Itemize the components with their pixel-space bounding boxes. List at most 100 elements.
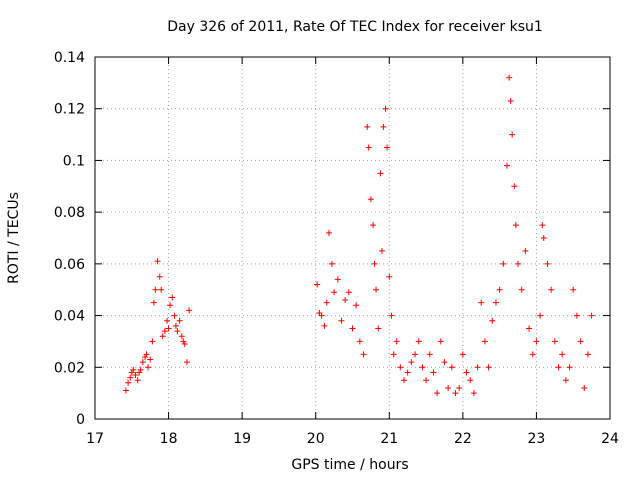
data-point: [445, 384, 452, 391]
data-point: [573, 312, 580, 319]
data-point: [373, 286, 380, 293]
data-point: [125, 379, 132, 386]
x-tick-label: 24: [601, 431, 619, 447]
data-point: [353, 302, 360, 309]
data-point: [164, 317, 171, 324]
plot-frame: [94, 56, 611, 420]
data-point: [441, 359, 448, 366]
data-point: [448, 364, 455, 371]
data-point: [548, 286, 555, 293]
data-point: [180, 338, 187, 345]
data-point: [544, 260, 551, 267]
y-tick-label: 0.1: [63, 153, 85, 169]
data-point: [364, 123, 371, 130]
data-point: [512, 222, 519, 229]
data-point: [172, 322, 179, 329]
data-point: [388, 312, 395, 319]
y-tick-label: 0.06: [54, 257, 85, 273]
x-tick-label: 18: [160, 431, 178, 447]
data-point: [463, 369, 470, 376]
x-tick-label: 17: [86, 431, 104, 447]
data-point: [522, 247, 529, 254]
chart-title: Day 326 of 2011, Rate Of TEC Index for r…: [167, 19, 543, 35]
data-point: [158, 286, 165, 293]
data-point: [167, 302, 174, 309]
data-point: [401, 377, 407, 384]
data-point: [386, 273, 393, 280]
data-point: [474, 364, 481, 371]
data-point: [485, 364, 492, 371]
data-point: [139, 359, 146, 366]
data-point: [434, 390, 441, 397]
data-point: [511, 183, 518, 190]
data-point: [154, 258, 161, 265]
data-point: [397, 364, 404, 371]
data-point: [423, 377, 430, 384]
data-point: [529, 351, 536, 358]
data-point: [323, 299, 330, 306]
data-point: [506, 74, 513, 81]
data-point: [408, 359, 415, 366]
data-point: [581, 384, 588, 391]
data-point: [533, 338, 540, 345]
data-point: [147, 356, 154, 363]
data-point: [562, 377, 569, 384]
data-point: [504, 162, 510, 169]
data-points: [122, 74, 595, 397]
y-tick-label: 0.12: [54, 102, 85, 118]
data-point: [478, 299, 485, 306]
data-point: [470, 390, 477, 397]
data-point: [415, 338, 422, 345]
data-point: [371, 260, 378, 267]
data-point: [515, 260, 522, 267]
x-tick-label: 20: [307, 431, 325, 447]
data-point: [174, 328, 181, 335]
data-point: [500, 260, 507, 267]
data-point: [183, 359, 190, 366]
data-point: [489, 317, 496, 324]
data-point: [507, 97, 514, 104]
data-point: [467, 377, 474, 384]
x-tick-label: 21: [380, 431, 398, 447]
data-point: [412, 351, 419, 358]
data-point: [539, 222, 546, 229]
data-point: [537, 312, 544, 319]
data-point: [345, 289, 352, 296]
data-point: [328, 260, 335, 267]
data-point: [181, 341, 188, 348]
data-point: [149, 338, 156, 345]
data-point: [314, 281, 321, 288]
data-point: [390, 351, 397, 358]
y-tick-label: 0: [76, 412, 85, 428]
data-point: [137, 366, 144, 373]
data-point: [459, 351, 466, 358]
data-point: [186, 307, 193, 314]
data-point: [122, 387, 129, 394]
data-point: [356, 338, 363, 345]
data-point: [176, 317, 183, 324]
data-point: [127, 374, 134, 381]
y-tick-label: 0.02: [54, 360, 85, 376]
data-point: [584, 351, 591, 358]
data-point: [456, 384, 463, 391]
data-point: [404, 369, 411, 376]
data-point: [342, 297, 349, 304]
data-point: [518, 286, 525, 293]
data-point: [419, 364, 426, 371]
grid-lines: [95, 57, 610, 419]
data-point: [430, 369, 437, 376]
data-point: [577, 338, 584, 345]
data-point: [144, 364, 151, 371]
data-point: [509, 131, 516, 138]
data-point: [526, 325, 533, 332]
data-point: [378, 247, 385, 254]
data-point: [566, 364, 573, 371]
data-point: [165, 325, 172, 332]
data-point: [377, 170, 384, 177]
data-point: [559, 351, 566, 358]
data-point: [159, 333, 166, 340]
data-point: [555, 364, 562, 371]
data-point: [132, 372, 139, 379]
data-point: [365, 144, 372, 151]
